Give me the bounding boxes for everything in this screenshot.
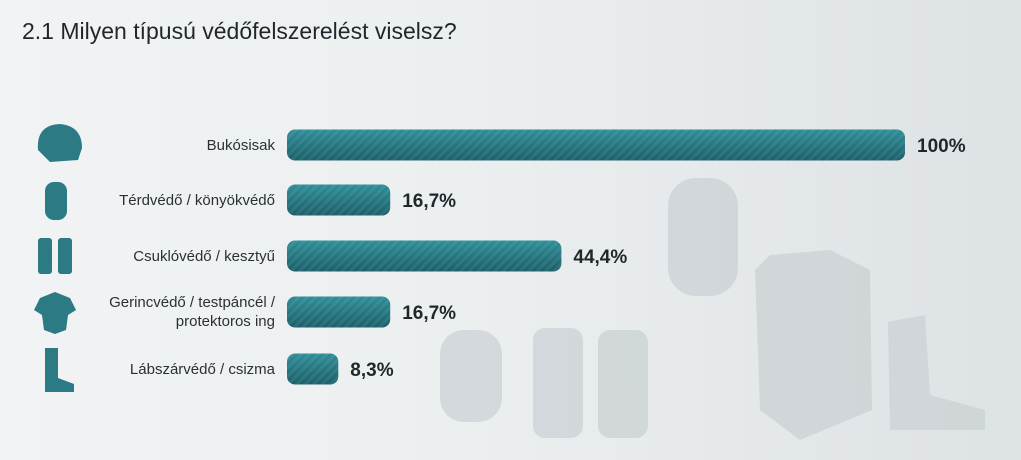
value-label: 44,4% <box>573 247 627 268</box>
category-label: Csuklóvédő / kesztyű <box>133 247 275 265</box>
category-label: Lábszárvédő / csizma <box>129 360 275 378</box>
background-gear <box>440 178 985 440</box>
chart-title: 2.1 Milyen típusú védőfelszerelést visel… <box>22 18 457 44</box>
bar-texture <box>287 129 905 161</box>
bar-texture <box>287 296 391 328</box>
value-label: 16,7% <box>402 191 456 212</box>
value-label: 100% <box>917 136 966 157</box>
category-label: Térdvédő / könyökvédő <box>119 191 275 209</box>
bar-texture <box>287 353 339 385</box>
bar-texture <box>287 184 391 216</box>
category-label: Bukósisak <box>206 136 275 154</box>
value-label: 8,3% <box>350 360 393 381</box>
bar-texture <box>287 240 562 272</box>
icons <box>34 124 82 392</box>
value-label: 16,7% <box>402 303 456 324</box>
category-label: Gerincvédő / testpáncél / protektoros in… <box>109 294 275 330</box>
